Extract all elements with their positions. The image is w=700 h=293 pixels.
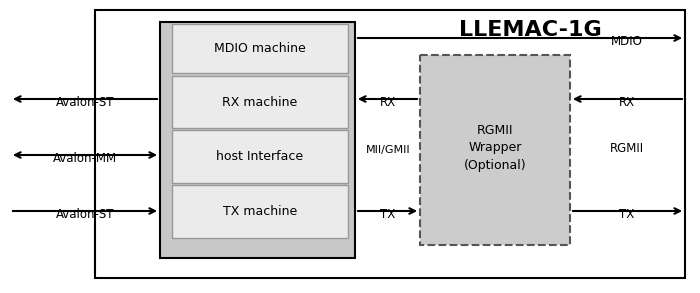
Bar	[172, 185, 348, 238]
Text: TX: TX	[380, 208, 395, 221]
Text: TX: TX	[620, 208, 635, 221]
Text: RGMII: RGMII	[610, 142, 644, 155]
Text: Wrapper: Wrapper	[468, 142, 522, 154]
Text: host Interface: host Interface	[216, 150, 304, 163]
Text: TX machine: TX machine	[223, 205, 297, 218]
Bar	[172, 130, 348, 183]
Text: MII/GMII: MII/GMII	[365, 145, 410, 155]
Text: RGMII: RGMII	[477, 124, 513, 137]
Bar	[95, 10, 685, 278]
Text: MDIO: MDIO	[611, 35, 643, 48]
Text: (Optional): (Optional)	[463, 159, 526, 173]
Text: MDIO machine: MDIO machine	[214, 42, 306, 55]
Bar	[160, 22, 355, 258]
Text: Avalon-MM: Avalon-MM	[53, 152, 117, 165]
Text: RX: RX	[619, 96, 635, 109]
Bar	[172, 24, 348, 73]
Text: RX machine: RX machine	[223, 96, 298, 108]
Text: RX: RX	[380, 96, 396, 109]
Text: LLEMAC-1G: LLEMAC-1G	[458, 20, 601, 40]
Text: Avalon-ST: Avalon-ST	[56, 96, 114, 109]
Bar	[172, 76, 348, 128]
Text: Avalon-ST: Avalon-ST	[56, 208, 114, 221]
Bar	[420, 55, 570, 245]
